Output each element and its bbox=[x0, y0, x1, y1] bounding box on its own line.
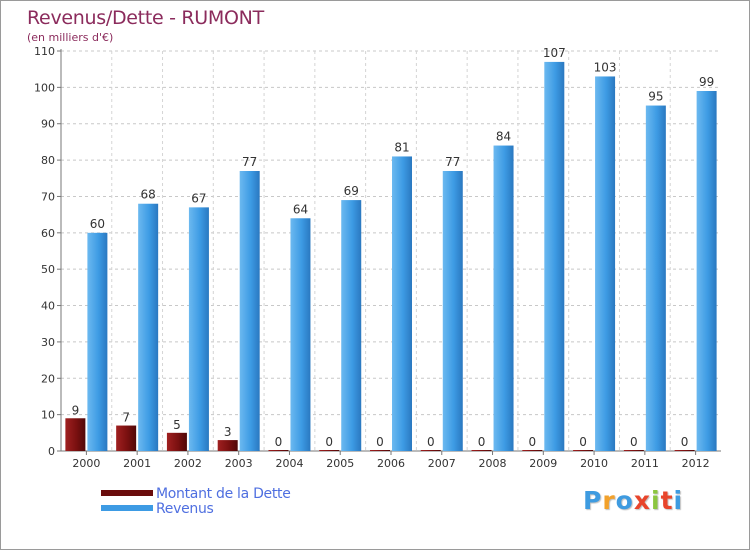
data-label-debt-2002: 5 bbox=[173, 418, 181, 432]
y-tick-label: 0 bbox=[48, 445, 55, 458]
data-label-debt-2004: 0 bbox=[275, 435, 283, 449]
bar-debt-2003 bbox=[217, 440, 238, 451]
y-tick-label: 10 bbox=[41, 409, 55, 422]
bar-debt-2008 bbox=[471, 450, 492, 451]
bar-debt-2004 bbox=[268, 450, 289, 451]
bar-debt-2011 bbox=[623, 450, 644, 451]
data-label-revenue-2002: 67 bbox=[191, 191, 206, 205]
x-tick-label-2008: 2008 bbox=[479, 457, 507, 470]
bar-debt-2006 bbox=[370, 450, 390, 451]
logo-letter: o bbox=[615, 486, 634, 515]
x-tick-label-2003: 2003 bbox=[225, 457, 253, 470]
data-label-debt-2005: 0 bbox=[325, 435, 333, 449]
x-tick-label-2000: 2000 bbox=[72, 457, 100, 470]
x-tick-label-2004: 2004 bbox=[275, 457, 303, 470]
logo-letter: i bbox=[673, 486, 684, 515]
bar-debt-2000 bbox=[65, 418, 86, 451]
y-tick-label: 50 bbox=[41, 263, 55, 276]
data-label-debt-2009: 0 bbox=[528, 435, 536, 449]
bar-debt-2012 bbox=[674, 450, 695, 451]
data-label-revenue-2012: 99 bbox=[699, 75, 714, 89]
data-label-revenue-2005: 69 bbox=[344, 184, 359, 198]
x-tick-label-2005: 2005 bbox=[326, 457, 354, 470]
y-tick-label: 20 bbox=[41, 372, 55, 385]
chart-subtitle: (en milliers d'€) bbox=[27, 31, 114, 44]
proxiti-logo: Proxiti bbox=[583, 486, 683, 515]
bar-revenue-2007 bbox=[442, 171, 463, 451]
y-tick-label: 60 bbox=[41, 227, 55, 240]
y-tick-label: 80 bbox=[41, 154, 55, 167]
data-label-revenue-2003: 77 bbox=[242, 155, 257, 169]
x-tick-label-2001: 2001 bbox=[123, 457, 151, 470]
y-tick-label: 110 bbox=[34, 45, 55, 58]
y-tick-label: 30 bbox=[41, 336, 55, 349]
data-label-revenue-2011: 95 bbox=[648, 90, 663, 104]
data-label-debt-2008: 0 bbox=[478, 435, 486, 449]
x-tick-label-2006: 2006 bbox=[377, 457, 405, 470]
chart-legend: Montant de la Dette Revenus bbox=[101, 487, 291, 517]
bar-revenue-2005 bbox=[341, 200, 362, 451]
data-label-debt-2006: 0 bbox=[376, 435, 384, 449]
data-label-debt-2010: 0 bbox=[579, 435, 587, 449]
bar-revenue-2009 bbox=[544, 61, 565, 452]
bar-revenue-2011 bbox=[645, 105, 666, 451]
legend-item-revenue: Revenus bbox=[101, 502, 291, 517]
legend-label-debt: Montant de la Dette bbox=[156, 486, 291, 502]
data-label-revenue-2009: 107 bbox=[543, 46, 566, 60]
logo-letter: x bbox=[633, 486, 651, 515]
y-tick-label: 40 bbox=[41, 300, 55, 313]
data-label-debt-2007: 0 bbox=[427, 435, 435, 449]
bar-revenue-2002 bbox=[188, 207, 209, 451]
legend-item-debt: Montant de la Dette bbox=[101, 487, 291, 502]
bar-revenue-2006 bbox=[392, 156, 412, 452]
bar-revenue-2008 bbox=[493, 145, 514, 451]
data-label-revenue-2008: 84 bbox=[496, 130, 511, 144]
logo-letter: r bbox=[602, 486, 616, 515]
x-tick-label-2011: 2011 bbox=[631, 457, 659, 470]
data-label-revenue-2004: 64 bbox=[293, 202, 308, 216]
x-tick-label-2012: 2012 bbox=[682, 457, 710, 470]
bar-revenue-2010 bbox=[595, 76, 616, 452]
y-tick-label: 100 bbox=[34, 81, 55, 94]
data-label-revenue-2010: 103 bbox=[594, 60, 617, 74]
data-label-debt-2001: 7 bbox=[122, 411, 130, 425]
bar-debt-2007 bbox=[420, 450, 441, 451]
data-label-debt-2011: 0 bbox=[630, 435, 638, 449]
y-tick-label: 70 bbox=[41, 190, 55, 203]
bar-revenue-2012 bbox=[696, 91, 717, 451]
data-label-revenue-2000: 60 bbox=[90, 217, 105, 231]
legend-swatch-revenue bbox=[101, 505, 153, 511]
bar-debt-2001 bbox=[116, 425, 137, 451]
bar-debt-2010 bbox=[573, 450, 594, 451]
bar-revenue-2000 bbox=[87, 232, 108, 451]
legend-label-revenue: Revenus bbox=[156, 501, 214, 517]
legend-swatch-debt bbox=[101, 490, 153, 496]
logo-letter: i bbox=[651, 486, 661, 515]
logo-letter: P bbox=[583, 486, 603, 515]
chart-title: Revenus/Dette - RUMONT bbox=[27, 7, 264, 29]
x-tick-label-2007: 2007 bbox=[428, 457, 456, 470]
y-tick-label: 90 bbox=[41, 118, 55, 131]
bar-debt-2009 bbox=[522, 450, 543, 451]
bar-revenue-2001 bbox=[138, 203, 159, 451]
data-label-revenue-2007: 77 bbox=[445, 155, 460, 169]
x-tick-label-2009: 2009 bbox=[529, 457, 557, 470]
bar-debt-2002 bbox=[166, 432, 187, 451]
data-label-debt-2000: 9 bbox=[72, 403, 80, 417]
data-label-revenue-2006: 81 bbox=[394, 140, 409, 154]
logo-letter: t bbox=[660, 486, 674, 515]
data-label-revenue-2001: 68 bbox=[141, 188, 156, 202]
bar-debt-2005 bbox=[319, 450, 340, 451]
data-label-debt-2003: 3 bbox=[224, 425, 232, 439]
x-tick-label-2010: 2010 bbox=[580, 457, 608, 470]
bar-revenue-2004 bbox=[290, 218, 311, 451]
bar-revenue-2003 bbox=[239, 171, 260, 451]
data-label-debt-2012: 0 bbox=[681, 435, 689, 449]
x-tick-label-2002: 2002 bbox=[174, 457, 202, 470]
